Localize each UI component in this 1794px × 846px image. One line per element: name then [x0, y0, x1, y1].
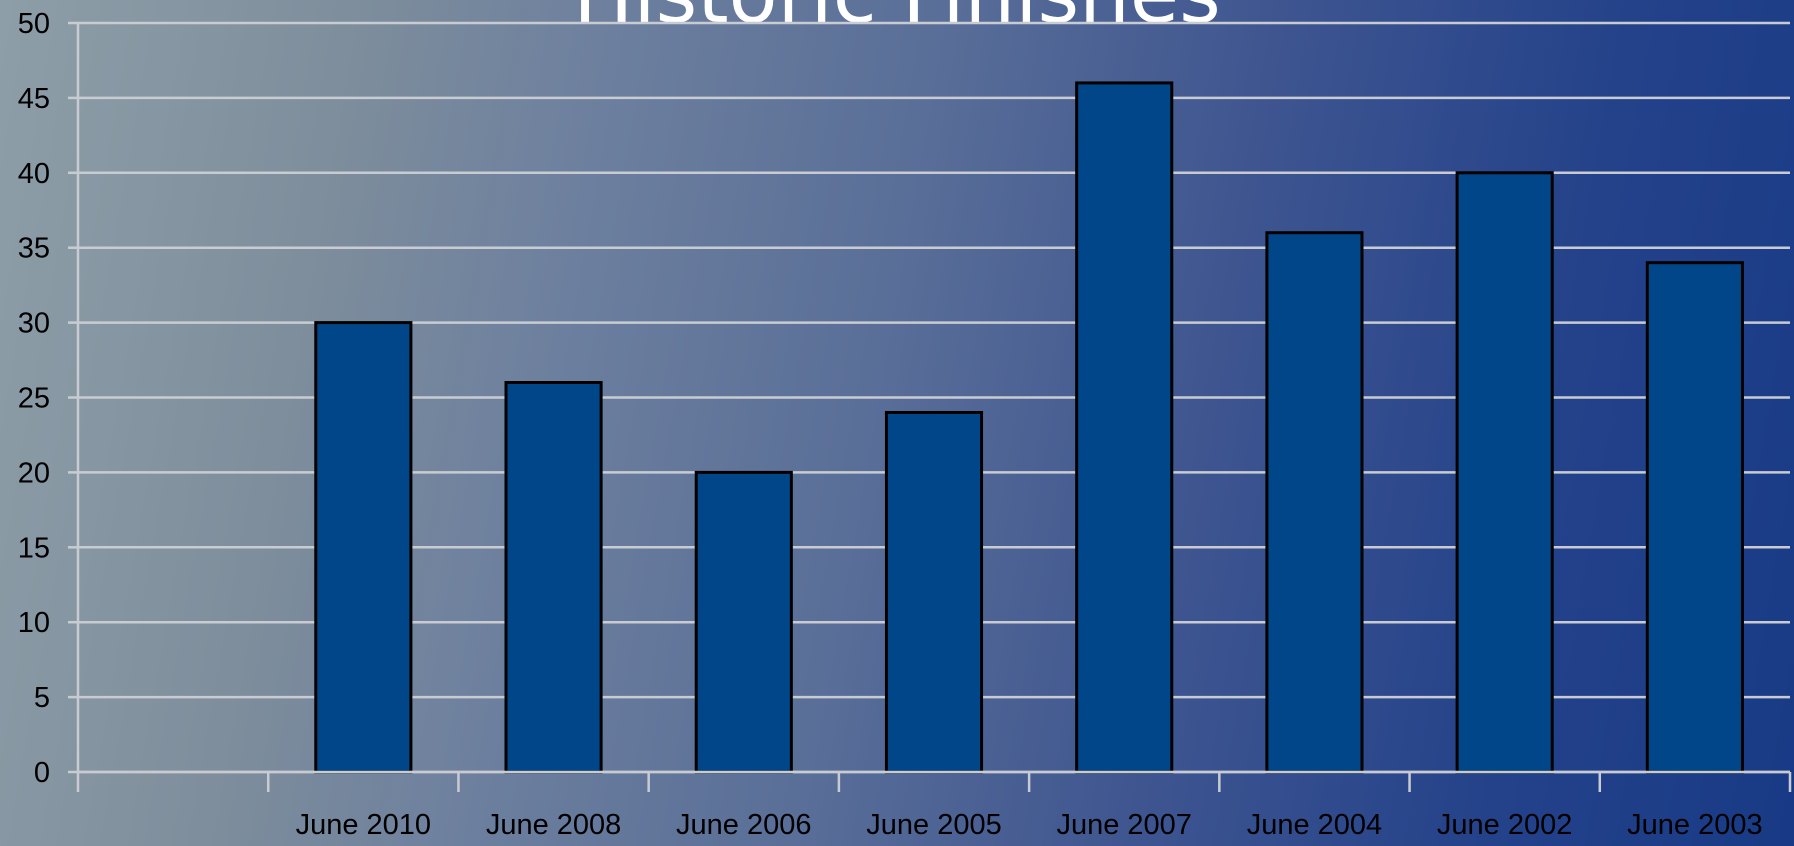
y-tick-label: 5 [34, 682, 50, 714]
y-tick-label: 50 [18, 8, 50, 40]
y-tick-label: 40 [18, 158, 50, 190]
x-tick-label: June 2004 [1247, 809, 1382, 841]
y-tick-label: 45 [18, 83, 50, 115]
bar [1265, 231, 1364, 774]
x-tick-labels: June 2010 June 2008 June 2006 June 2005 June… [296, 809, 1763, 841]
y-tick-label: 20 [18, 457, 50, 489]
y-tick-label: 15 [18, 532, 50, 564]
x-tick-label: June 2002 [1437, 809, 1572, 841]
x-tick-label: June 2003 [1627, 809, 1762, 841]
bar [884, 410, 984, 774]
y-tick-label: 10 [18, 607, 50, 639]
x-tick-label: June 2008 [486, 809, 621, 841]
bar [314, 321, 413, 774]
axes [68, 21, 1792, 792]
bar [1455, 171, 1554, 774]
bar [694, 470, 793, 774]
bars [314, 81, 1744, 774]
x-tick-label: June 2006 [676, 809, 811, 841]
x-tick-label: June 2007 [1056, 809, 1191, 841]
x-tick-label: June 2005 [866, 809, 1001, 841]
bar [1645, 261, 1744, 774]
y-tick-label: 35 [18, 233, 50, 265]
bar [1075, 81, 1174, 774]
y-tick-label: 25 [18, 383, 50, 415]
y-tick-label: 30 [18, 308, 50, 340]
bar [504, 381, 603, 774]
x-tick-label: June 2010 [296, 809, 431, 841]
y-tick-labels: 0 5 10 15 20 25 30 35 40 45 50 [18, 8, 50, 789]
y-tick-label: 0 [34, 757, 50, 789]
